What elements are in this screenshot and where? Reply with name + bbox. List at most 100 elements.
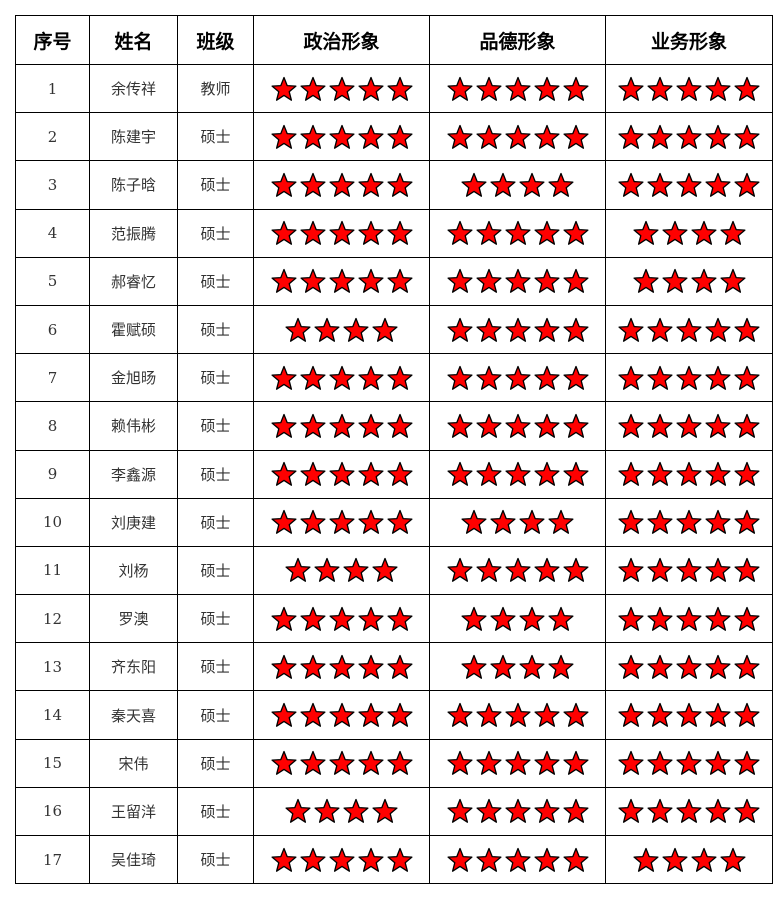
cell-political-rating: [253, 208, 430, 258]
star-icon: [533, 558, 560, 583]
star-icon: [618, 654, 644, 679]
table-row: 2 陈建宇 硕士: [15, 112, 773, 162]
cell-name: 赖伟彬: [89, 401, 178, 451]
table-row: 11 刘杨 硕士: [15, 545, 773, 596]
star-icon: [734, 751, 760, 776]
star-icon: [661, 269, 688, 294]
star-rating: [430, 461, 605, 487]
star-icon: [562, 751, 589, 776]
cell-name: 王留洋: [89, 786, 178, 837]
star-icon: [504, 461, 531, 486]
cell-class: 硕士: [177, 256, 254, 306]
star-icon: [618, 751, 644, 776]
cell-political-rating: [253, 353, 430, 403]
star-icon: [357, 847, 384, 872]
star-icon: [562, 76, 589, 101]
table-row: 8 赖伟彬 硕士: [15, 401, 773, 451]
star-icon: [328, 847, 355, 872]
star-icon: [705, 124, 731, 149]
star-rating: [254, 557, 429, 583]
star-icon: [676, 510, 702, 535]
star-icon: [676, 654, 702, 679]
table-row: 6 霍赋硕 硕士: [15, 304, 773, 355]
star-icon: [386, 365, 413, 390]
header-political: 政治形象: [253, 15, 430, 65]
star-icon: [386, 606, 413, 631]
star-icon: [647, 124, 673, 149]
cell-business-rating: [605, 160, 773, 210]
star-icon: [372, 799, 398, 824]
star-icon: [446, 847, 473, 872]
cell-moral-rating: [429, 160, 606, 210]
star-icon: [562, 847, 589, 872]
star-rating: [254, 413, 429, 439]
star-icon: [533, 751, 560, 776]
star-icon: [504, 799, 531, 824]
star-icon: [690, 269, 717, 294]
cell-no: 9: [15, 449, 90, 499]
star-icon: [734, 799, 760, 824]
star-icon: [386, 461, 413, 486]
header-name: 姓名: [89, 15, 178, 65]
star-icon: [504, 317, 531, 342]
cell-name: 罗澳: [89, 594, 178, 644]
star-icon: [533, 365, 560, 390]
star-icon: [504, 221, 531, 246]
star-icon: [705, 510, 731, 535]
star-icon: [328, 365, 355, 390]
header-class: 班级: [177, 15, 254, 65]
star-icon: [533, 269, 560, 294]
star-icon: [299, 847, 326, 872]
star-icon: [705, 172, 731, 197]
star-rating: [254, 317, 429, 343]
table-row: 13 齐东阳 硕士: [15, 642, 773, 692]
star-icon: [343, 558, 369, 583]
star-icon: [490, 654, 516, 679]
star-icon: [533, 413, 560, 438]
star-icon: [270, 76, 297, 101]
star-icon: [475, 124, 502, 149]
star-icon: [446, 751, 473, 776]
star-icon: [270, 221, 297, 246]
star-icon: [618, 172, 644, 197]
star-rating: [606, 461, 772, 487]
star-icon: [461, 606, 487, 631]
cell-moral-rating: [429, 545, 606, 596]
cell-name: 李鑫源: [89, 449, 178, 499]
star-icon: [386, 751, 413, 776]
cell-no: 2: [15, 112, 90, 162]
star-icon: [490, 606, 516, 631]
cell-class: 硕士: [177, 208, 254, 258]
table-row: 4 范振腾 硕士: [15, 208, 773, 258]
star-icon: [357, 654, 384, 679]
star-icon: [676, 317, 702, 342]
star-icon: [314, 799, 340, 824]
star-icon: [357, 76, 384, 101]
star-rating: [254, 606, 429, 632]
star-icon: [504, 751, 531, 776]
star-icon: [562, 221, 589, 246]
star-icon: [533, 124, 560, 149]
cell-political-rating: [253, 256, 430, 306]
star-rating: [606, 557, 772, 583]
star-icon: [734, 558, 760, 583]
cell-moral-rating: [429, 690, 606, 740]
cell-political-rating: [253, 63, 430, 114]
star-icon: [734, 654, 760, 679]
star-icon: [357, 413, 384, 438]
star-icon: [328, 702, 355, 727]
star-icon: [299, 510, 326, 535]
star-rating: [606, 798, 772, 824]
star-icon: [734, 365, 760, 390]
cell-business-rating: [605, 594, 773, 644]
star-icon: [475, 702, 502, 727]
cell-moral-rating: [429, 208, 606, 258]
cell-political-rating: [253, 738, 430, 788]
cell-business-rating: [605, 256, 773, 306]
star-rating: [606, 509, 772, 535]
cell-political-rating: [253, 449, 430, 499]
star-icon: [618, 702, 644, 727]
star-icon: [475, 799, 502, 824]
star-icon: [734, 124, 760, 149]
cell-class: 硕士: [177, 834, 254, 885]
